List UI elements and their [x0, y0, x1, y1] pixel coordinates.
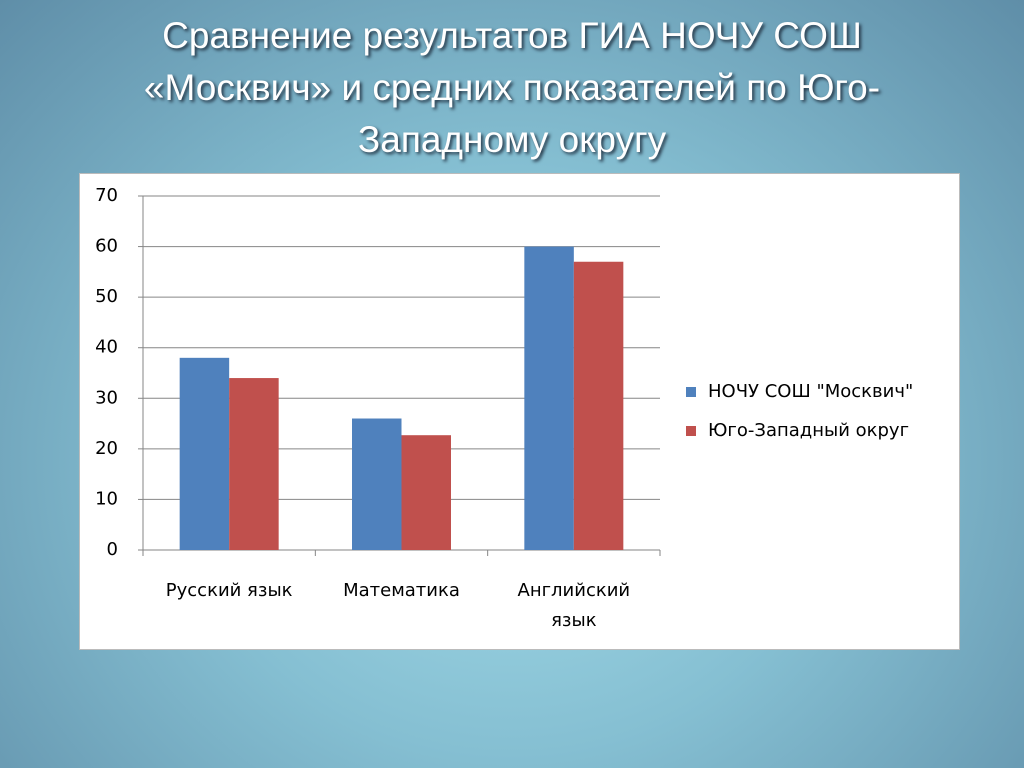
bar	[352, 418, 402, 550]
x-tick-label: Математика	[343, 580, 460, 601]
y-tick-label: 60	[95, 236, 118, 257]
y-tick-label: 0	[107, 539, 118, 560]
bar	[573, 261, 624, 550]
y-tick-label: 40	[95, 337, 118, 358]
bar	[179, 357, 230, 550]
legend-label: Юго-Западный округ	[708, 420, 909, 441]
x-tick-label: Русский язык	[165, 580, 293, 601]
y-tick-label: 20	[95, 438, 118, 459]
slide-title: Сравнение результатов ГИА НОЧУ СОШ «Моск…	[143, 15, 881, 160]
legend-swatch	[686, 426, 696, 436]
bar	[229, 378, 279, 550]
x-tick-label: Английский язык	[517, 580, 631, 631]
y-tick-label: 30	[95, 387, 118, 408]
bar	[401, 435, 451, 550]
bar	[524, 246, 574, 551]
y-tick-label: 70	[95, 185, 118, 206]
y-tick-label: 50	[95, 286, 118, 307]
y-tick-label: 10	[95, 488, 118, 509]
legend-swatch	[686, 387, 696, 397]
legend-label: НОЧУ СОШ "Москвич"	[708, 381, 913, 402]
